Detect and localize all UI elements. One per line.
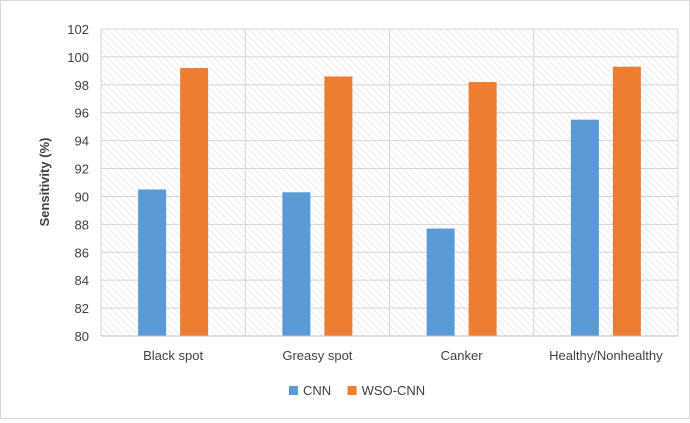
y-tick-label: 92 bbox=[75, 162, 89, 177]
x-tick-label: Canker bbox=[441, 348, 484, 363]
legend-label: CNN bbox=[303, 383, 331, 398]
legend: CNN WSO-CNN bbox=[289, 383, 425, 398]
y-tick-label: 88 bbox=[75, 217, 89, 232]
x-tick-label: Greasy spot bbox=[282, 348, 352, 363]
y-tick-label: 96 bbox=[75, 106, 89, 121]
bar-wso-cnn bbox=[324, 76, 353, 336]
bar-cnn bbox=[570, 119, 599, 336]
y-axis-title: Sensitivity (%) bbox=[37, 138, 52, 227]
bar-cnn bbox=[282, 192, 311, 336]
y-tick-label: 94 bbox=[75, 134, 89, 149]
x-tick-label: Black spot bbox=[143, 348, 203, 363]
legend-swatch bbox=[347, 386, 357, 395]
x-tick-label: Healthy/Nonhealthy bbox=[549, 348, 663, 363]
y-tick-label: 102 bbox=[67, 22, 89, 37]
legend-label: WSO-CNN bbox=[362, 383, 426, 398]
bar-wso-cnn bbox=[180, 68, 209, 336]
bar-wso-cnn bbox=[612, 66, 641, 336]
y-tick-label: 100 bbox=[67, 50, 89, 65]
y-tick-label: 86 bbox=[75, 245, 89, 260]
bar-cnn bbox=[138, 189, 167, 336]
bar-cnn bbox=[426, 228, 455, 336]
y-tick-label: 82 bbox=[75, 301, 89, 316]
y-tick-label: 80 bbox=[75, 329, 89, 344]
y-tick-label: 98 bbox=[75, 78, 89, 93]
y-tick-label: 90 bbox=[75, 189, 89, 204]
y-tick-label: 84 bbox=[75, 273, 89, 288]
legend-swatch bbox=[289, 386, 298, 395]
bar-wso-cnn bbox=[468, 82, 497, 336]
